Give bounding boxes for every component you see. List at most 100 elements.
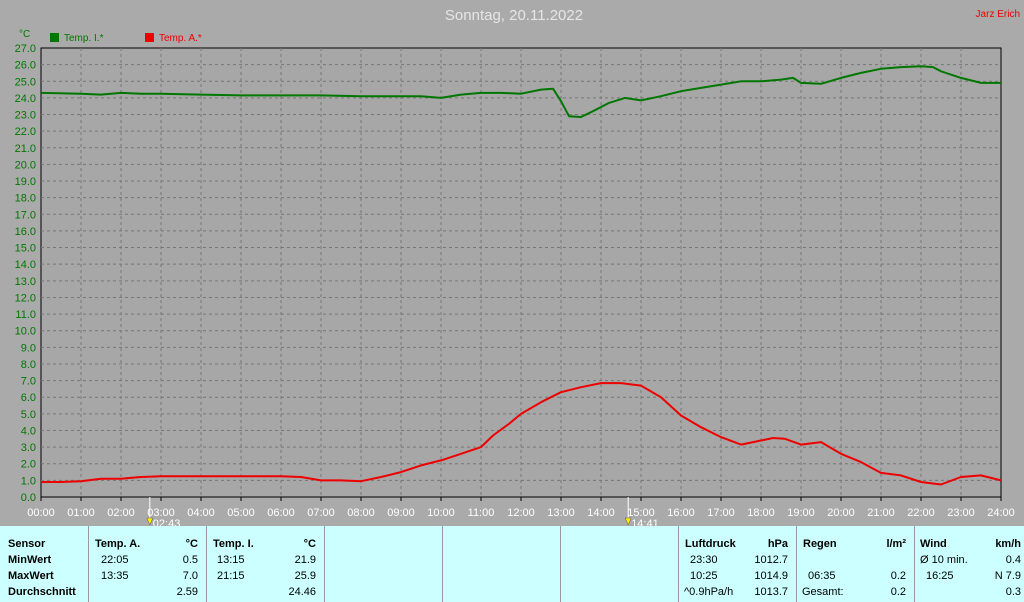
y-tick-label: 7.0 bbox=[21, 376, 36, 388]
x-tick-label: 20:00 bbox=[827, 507, 855, 519]
marker-label: 14:41 bbox=[631, 518, 659, 526]
temp-i-max-time: 21:15 bbox=[217, 570, 245, 582]
wind-max-value: N 7.9 bbox=[994, 570, 1021, 582]
legend: Temp. I.* Temp. A.* bbox=[50, 33, 202, 44]
legend-label-temp-i: Temp. I.* bbox=[64, 33, 104, 44]
y-tick-label: 27.0 bbox=[15, 43, 36, 55]
pressure-unit: hPa bbox=[767, 538, 788, 550]
col-empty-1 bbox=[325, 526, 443, 602]
y-tick-label: 10.0 bbox=[15, 326, 36, 338]
row-label-min: MinWert bbox=[8, 554, 52, 566]
legend-swatch-temp-a bbox=[145, 33, 154, 42]
x-tick-label: 06:00 bbox=[267, 507, 295, 519]
x-tick-label: 11:00 bbox=[468, 507, 495, 519]
pressure-min-time: 23:30 bbox=[690, 554, 718, 566]
temp-i-header: Temp. I. bbox=[213, 538, 254, 550]
marker-arrow-icon bbox=[146, 517, 154, 526]
temp-i-min-time: 13:15 bbox=[217, 554, 245, 566]
y-tick-label: 2.0 bbox=[21, 459, 36, 471]
col-empty-2 bbox=[443, 526, 561, 602]
y-tick-label: 24.0 bbox=[15, 93, 36, 105]
wind-max-time: 16:25 bbox=[926, 570, 954, 582]
temp-a-max-value: 7.0 bbox=[182, 570, 198, 582]
x-tick-label: 03:00 bbox=[147, 507, 175, 519]
x-tick-label: 18:00 bbox=[747, 507, 775, 519]
x-tick-label: 17:00 bbox=[707, 507, 735, 519]
temp-i-average: 24.46 bbox=[288, 586, 316, 598]
wind-avg-value: 0.4 bbox=[1005, 554, 1021, 566]
y-tick-label: 22.0 bbox=[15, 126, 36, 138]
wind-avg-label: Ø 10 min. bbox=[920, 554, 968, 566]
pressure-trend: ^0.9hPa/h bbox=[684, 586, 734, 598]
temp-a-min-time: 22:05 bbox=[101, 554, 129, 566]
pressure-header: Luftdruck bbox=[685, 538, 736, 550]
y-tick-label: 19.0 bbox=[15, 176, 36, 188]
rain-header: Regen bbox=[803, 538, 837, 550]
x-tick-label: 00:00 bbox=[27, 507, 55, 519]
temp-a-max-time: 13:35 bbox=[101, 570, 129, 582]
y-tick-label: 0.0 bbox=[21, 492, 36, 504]
temp-a-unit: °C bbox=[185, 538, 198, 550]
rain-time: 06:35 bbox=[808, 570, 836, 582]
y-tick-label: 21.0 bbox=[15, 143, 36, 155]
x-tick-label: 12:00 bbox=[507, 507, 535, 519]
x-tick-label: 24:00 bbox=[987, 507, 1015, 519]
y-tick-label: 3.0 bbox=[21, 442, 36, 454]
wind-last-value: 0.3 bbox=[1005, 586, 1021, 598]
legend-swatch-temp-i bbox=[50, 33, 59, 42]
x-tick-label: 07:00 bbox=[307, 507, 335, 519]
col-rain: Regen l/m² 06:35 0.2 Gesamt: 0.2 bbox=[797, 526, 915, 602]
x-tick-label: 10:00 bbox=[427, 507, 455, 519]
pressure-average: 1013.7 bbox=[754, 586, 788, 598]
x-tick-label: 04:00 bbox=[187, 507, 215, 519]
y-tick-label: 4.0 bbox=[21, 425, 36, 437]
y-tick-label: 14.0 bbox=[15, 259, 36, 271]
y-tick-label: 26.0 bbox=[15, 60, 36, 72]
col-temp-i: Temp. I. °C 13:15 21.9 21:15 25.9 24.46 bbox=[207, 526, 325, 602]
x-tick-label: 23:00 bbox=[947, 507, 975, 519]
stats-table: Sensor MinWert MaxWert Durchschnitt Temp… bbox=[0, 526, 1024, 602]
x-tick-label: 08:00 bbox=[347, 507, 375, 519]
legend-label-temp-a: Temp. A.* bbox=[159, 33, 202, 44]
y-tick-label: 16.0 bbox=[15, 226, 36, 238]
y-tick-label: 5.0 bbox=[21, 409, 36, 421]
y-axis-ticks: 0.0 1.0 2.0 3.0 4.0 5.0 6.0 7.0 8.0 9.0 10.0 11.0 12… bbox=[15, 43, 36, 504]
y-tick-label: 23.0 bbox=[15, 110, 36, 122]
temperature-chart: Sonntag, 20.11.2022 Jarz Erich °C Temp. … bbox=[14, 7, 1020, 526]
row-label-max: MaxWert bbox=[8, 570, 54, 582]
x-tick-label: 21:00 bbox=[867, 507, 895, 519]
y-tick-label: 12.0 bbox=[15, 292, 36, 304]
temp-i-min-value: 21.9 bbox=[294, 554, 316, 566]
y-tick-label: 15.0 bbox=[15, 243, 36, 255]
y-tick-label: 20.0 bbox=[15, 159, 36, 171]
y-tick-label: 25.0 bbox=[15, 76, 36, 88]
y-tick-label: 13.0 bbox=[15, 276, 36, 288]
temp-a-header: Temp. A. bbox=[95, 538, 141, 550]
author-label: Jarz Erich bbox=[976, 9, 1020, 20]
wind-header: Wind bbox=[920, 538, 947, 550]
y-tick-label: 11.0 bbox=[15, 309, 36, 321]
y-tick-label: 8.0 bbox=[21, 359, 36, 371]
series-line-temp-a bbox=[41, 382, 1002, 486]
rain-total-label: Gesamt: bbox=[802, 586, 844, 598]
temp-i-unit: °C bbox=[303, 538, 316, 550]
rain-total-value: 0.2 bbox=[890, 586, 906, 598]
y-unit-label: °C bbox=[19, 29, 30, 40]
y-tick-label: 17.0 bbox=[15, 209, 36, 221]
temp-a-average: 2.59 bbox=[176, 586, 198, 598]
col-temp-a: Temp. A. °C 22:05 0.5 13:35 7.0 2.59 bbox=[89, 526, 207, 602]
col-wind: Wind km/h Ø 10 min. 0.4 16:25 N 7.9 0.3 bbox=[915, 526, 1024, 602]
pressure-max-time: 10:25 bbox=[690, 570, 718, 582]
wind-unit: km/h bbox=[995, 538, 1021, 550]
col-sensor: Sensor MinWert MaxWert Durchschnitt bbox=[0, 526, 89, 602]
y-tick-label: 9.0 bbox=[21, 342, 36, 354]
x-tick-label: 19:00 bbox=[787, 507, 815, 519]
col-empty-3 bbox=[561, 526, 679, 602]
marker-arrow-icon bbox=[624, 517, 632, 526]
x-tick-label: 05:00 bbox=[227, 507, 255, 519]
series-lines bbox=[40, 65, 1002, 486]
x-tick-label: 01:00 bbox=[67, 507, 95, 519]
temp-i-max-value: 25.9 bbox=[294, 570, 316, 582]
rain-unit: l/m² bbox=[886, 538, 906, 550]
x-tick-label: 09:00 bbox=[387, 507, 415, 519]
